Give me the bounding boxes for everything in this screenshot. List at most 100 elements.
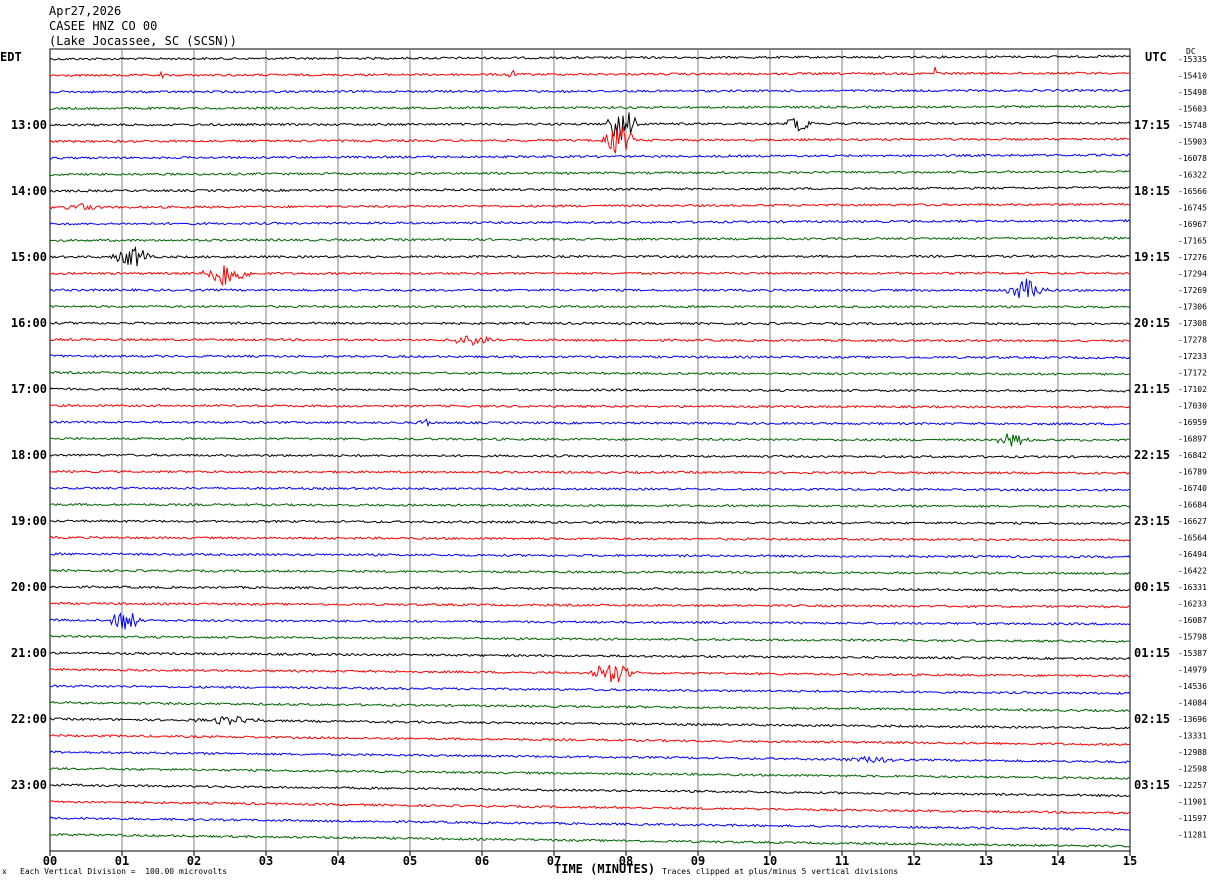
trace-47: [49, 833, 1131, 848]
left-timezone-label: EDT: [0, 50, 22, 64]
dc-offset-label: -16842: [1178, 451, 1207, 460]
dc-offset-label: -16078: [1178, 154, 1207, 163]
x-tick-label: 12: [907, 854, 921, 868]
trace-21: [49, 403, 1131, 410]
dc-offset-label: -16422: [1178, 567, 1207, 576]
trace-12: [49, 245, 1131, 267]
dc-offset-label: -17030: [1178, 402, 1207, 411]
x-tick-label: 05: [403, 854, 417, 868]
left-time-label: 17:00: [11, 382, 47, 396]
dc-offset-label: -15498: [1178, 88, 1207, 97]
trace-40: [49, 715, 1131, 730]
left-time-label: 19:00: [11, 514, 47, 528]
dc-offset-label: -11597: [1178, 814, 1207, 823]
x-tick-label: 01: [115, 854, 129, 868]
x-tick-label: 10: [763, 854, 777, 868]
trace-4: [49, 112, 1131, 140]
station-name: CASEE HNZ CO 00: [49, 19, 158, 33]
dc-offset-label: -16564: [1178, 534, 1207, 543]
dc-offset-label: -13331: [1178, 732, 1207, 741]
trace-0: [49, 54, 1131, 61]
dc-offset-label: -16494: [1178, 550, 1207, 559]
trace-9: [49, 202, 1131, 211]
right-time-label: 00:15: [1134, 580, 1170, 594]
x-tick-label: 04: [331, 854, 345, 868]
dc-offset-label: -17294: [1178, 270, 1207, 279]
trace-37: [49, 664, 1131, 683]
trace-35: [49, 634, 1131, 643]
right-time-label: 20:15: [1134, 316, 1170, 330]
dc-offset-label: -16331: [1178, 583, 1207, 592]
right-time-label: 21:15: [1134, 382, 1170, 396]
dc-offset-label: -17306: [1178, 303, 1207, 312]
trace-22: [49, 418, 1131, 428]
dc-offset-label: -16959: [1178, 418, 1207, 427]
trace-13: [49, 265, 1131, 287]
dc-offset-label: -16684: [1178, 501, 1207, 510]
dc-offset-label: -14979: [1178, 666, 1207, 675]
trace-11: [49, 236, 1131, 243]
trace-16: [49, 321, 1131, 326]
left-time-label: 13:00: [11, 118, 47, 132]
x-axis-title: TIME (MINUTES): [554, 862, 656, 876]
right-time-label: 17:15: [1134, 118, 1170, 132]
left-time-label: 15:00: [11, 250, 47, 264]
trace-1: [49, 66, 1131, 80]
x-tick-label: 08: [619, 854, 633, 868]
trace-33: [49, 601, 1131, 609]
trace-19: [49, 370, 1131, 376]
left-time-label: 18:00: [11, 448, 47, 462]
trace-2: [49, 88, 1131, 94]
dc-offset-label: -11281: [1178, 831, 1207, 840]
dc-offset-label: -11901: [1178, 798, 1207, 807]
right-time-label: 19:15: [1134, 250, 1170, 264]
trace-36: [49, 651, 1131, 661]
trace-17: [49, 335, 1131, 347]
trace-31: [49, 568, 1131, 576]
dc-offset-label: -15748: [1178, 121, 1207, 130]
corner-mark: x: [2, 867, 7, 876]
scale-note: Each Vertical Division = 100.00 microvol…: [20, 867, 228, 876]
trace-26: [49, 486, 1130, 492]
dc-offset-label: -16740: [1178, 484, 1207, 493]
right-time-label: 02:15: [1134, 712, 1170, 726]
x-tick-label: 06: [475, 854, 489, 868]
dc-offset-label: -17308: [1178, 319, 1207, 328]
trace-39: [49, 700, 1131, 713]
clip-note: Traces clipped at plus/minus 5 vertical …: [662, 867, 899, 876]
trace-8: [49, 186, 1131, 193]
left-time-label: 14:00: [11, 184, 47, 198]
left-time-label: 23:00: [11, 778, 47, 792]
dc-offset-label: -16627: [1178, 517, 1207, 526]
dc-offset-label: -16967: [1178, 220, 1207, 229]
dc-offset-label: -17102: [1178, 385, 1207, 394]
x-tick-label: 09: [691, 854, 705, 868]
time-grid: [49, 48, 1131, 856]
trace-24: [49, 453, 1131, 459]
left-time-label: 16:00: [11, 316, 47, 330]
plot-date: Apr27,2026: [49, 4, 122, 18]
dc-label: DC: [1186, 47, 1196, 56]
dc-offset-label: -12598: [1178, 765, 1207, 774]
right-time-label: 03:15: [1134, 778, 1170, 792]
dc-offset-label: -15335: [1178, 55, 1207, 64]
trace-29: [49, 535, 1131, 542]
dc-offset-label: -15387: [1178, 649, 1207, 658]
trace-42: [49, 750, 1131, 764]
x-tick-label: 11: [835, 854, 849, 868]
seismic-traces: [49, 54, 1131, 848]
right-timezone-label: UTC: [1145, 50, 1167, 64]
dc-offset-label: -16897: [1178, 435, 1207, 444]
trace-32: [49, 585, 1131, 592]
x-tick-label: 00: [43, 854, 57, 868]
dc-offset-label: -17172: [1178, 369, 1207, 378]
dc-offset-label: -14084: [1178, 699, 1207, 708]
right-time-label: 01:15: [1134, 646, 1170, 660]
trace-34: [49, 612, 1131, 630]
trace-3: [49, 104, 1131, 111]
trace-30: [49, 552, 1131, 559]
dc-offset-label: -16745: [1178, 204, 1207, 213]
axis-labels: 00 01 02 03 04 05 06 07 08 09 10 11 12 13 14 15 -15335 -1…: [11, 55, 1207, 868]
x-tick-label: 13: [979, 854, 993, 868]
trace-27: [49, 502, 1131, 509]
